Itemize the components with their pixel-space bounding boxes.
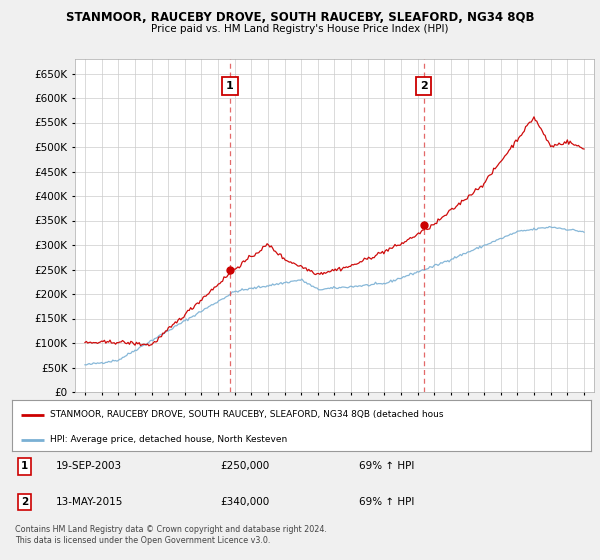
Text: £340,000: £340,000	[220, 497, 269, 507]
Text: Contains HM Land Registry data © Crown copyright and database right 2024.
This d: Contains HM Land Registry data © Crown c…	[15, 525, 327, 545]
Text: 2: 2	[420, 81, 428, 91]
Text: £250,000: £250,000	[220, 461, 269, 472]
Text: 1: 1	[226, 81, 234, 91]
Text: 69% ↑ HPI: 69% ↑ HPI	[359, 461, 415, 472]
Text: STANMOOR, RAUCEBY DROVE, SOUTH RAUCEBY, SLEAFORD, NG34 8QB (detached hous: STANMOOR, RAUCEBY DROVE, SOUTH RAUCEBY, …	[50, 410, 443, 419]
Text: STANMOOR, RAUCEBY DROVE, SOUTH RAUCEBY, SLEAFORD, NG34 8QB: STANMOOR, RAUCEBY DROVE, SOUTH RAUCEBY, …	[66, 11, 534, 24]
Text: 2: 2	[21, 497, 28, 507]
Text: Price paid vs. HM Land Registry's House Price Index (HPI): Price paid vs. HM Land Registry's House …	[151, 24, 449, 34]
Text: 69% ↑ HPI: 69% ↑ HPI	[359, 497, 415, 507]
Text: 1: 1	[21, 461, 28, 472]
Text: HPI: Average price, detached house, North Kesteven: HPI: Average price, detached house, Nort…	[50, 435, 287, 444]
Text: 13-MAY-2015: 13-MAY-2015	[55, 497, 123, 507]
Text: 19-SEP-2003: 19-SEP-2003	[55, 461, 122, 472]
